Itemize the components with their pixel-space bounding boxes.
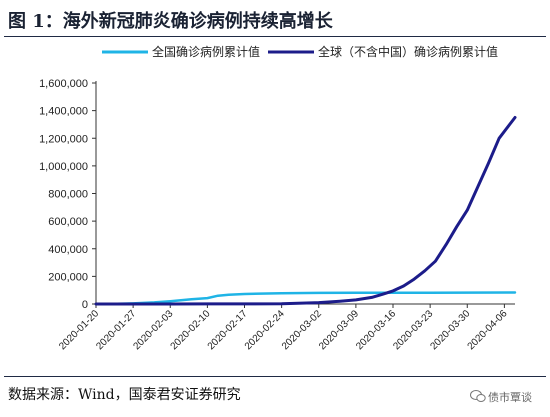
y-tick-label: 200,000	[48, 271, 88, 283]
footer-rule	[4, 376, 546, 377]
plot-area	[94, 116, 517, 306]
series-line-2	[94, 116, 517, 306]
header-rule	[4, 36, 546, 37]
wechat-icon	[470, 390, 486, 402]
y-tick-label: 1,000,000	[39, 161, 88, 173]
y-tick-label: 400,000	[48, 244, 88, 256]
legend-label-2: 全球（不含中国）确诊病例累计值	[318, 44, 498, 59]
legend-label-1: 全国确诊病例累计值	[152, 44, 260, 59]
y-tick-label: 600,000	[48, 216, 88, 228]
watermark: 债市覃谈	[470, 386, 548, 408]
y-tick-label: 800,000	[48, 189, 88, 201]
x-axis: 2020-01-202020-01-272020-02-032020-02-10…	[57, 303, 515, 352]
data-source-note: 数据来源：Wind，国泰君安证券研究	[8, 387, 241, 403]
x-tick-label: 2020-04-06	[466, 308, 510, 352]
figure-title: 图 1：海外新冠肺炎确诊病例持续高增长	[8, 11, 333, 32]
watermark-text: 债市覃谈	[488, 391, 532, 404]
legend: 全国确诊病例累计值 全球（不含中国）确诊病例累计值	[102, 44, 498, 59]
y-tick-label: 1,600,000	[39, 78, 88, 90]
y-axis: 0 200,000 400,000 600,000 800,000 1,000,000 1,…	[39, 78, 97, 311]
y-tick-label: 1,200,000	[39, 133, 88, 145]
line-chart: 全国确诊病例累计值 全球（不含中国）确诊病例累计值 0 200,000 400,000…	[39, 44, 517, 352]
y-tick-label: 1,400,000	[39, 106, 88, 118]
figure-header: 图 1：海外新冠肺炎确诊病例持续高增长	[0, 0, 550, 36]
y-tick-label: 0	[82, 299, 88, 311]
